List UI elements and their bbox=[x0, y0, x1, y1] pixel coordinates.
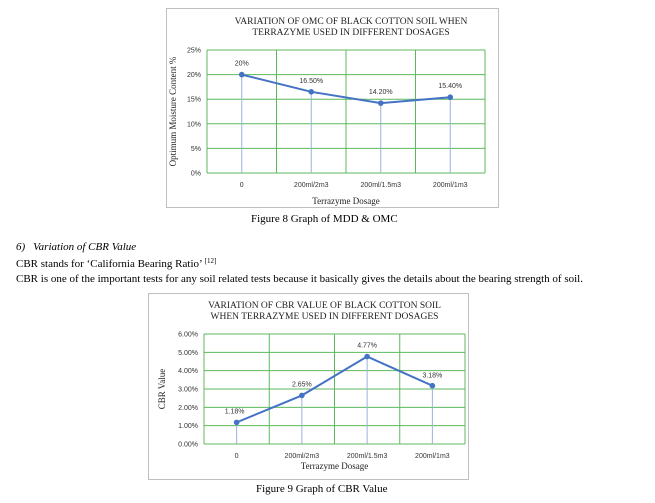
y-tick-label: 20% bbox=[187, 72, 201, 79]
data-label: 15.40% bbox=[438, 83, 462, 90]
omc-chart: VARIATION OF OMC OF BLACK COTTON SOIL WH… bbox=[166, 8, 499, 208]
data-point bbox=[308, 89, 315, 95]
data-label: 1.18% bbox=[225, 408, 245, 415]
x-tick-label: 0 bbox=[240, 182, 244, 189]
data-point bbox=[238, 71, 245, 78]
data-label: 16.50% bbox=[299, 78, 323, 85]
cbr-importance-text: CBR is one of the important tests for an… bbox=[16, 273, 583, 285]
y-tick-label: 3.00% bbox=[178, 387, 198, 394]
cbr-chart-svg: VARIATION OF CBR VALUE OF BLACK COTTON S… bbox=[157, 301, 466, 471]
x-tick-label: 200ml/2m3 bbox=[294, 182, 329, 189]
data-label: 14.20% bbox=[369, 89, 393, 96]
data-point bbox=[377, 100, 384, 106]
section-number: 6) bbox=[16, 241, 26, 253]
section-heading: 6) Variation of CBR Value bbox=[16, 241, 136, 253]
citation: [12] bbox=[204, 257, 217, 265]
x-tick-label: 200ml/2m3 bbox=[285, 453, 320, 460]
y-tick-label: 15% bbox=[187, 97, 201, 104]
x-axis-title: Terrazyme Dosage bbox=[312, 196, 380, 206]
y-tick-label: 5.00% bbox=[178, 350, 198, 357]
y-tick-label: 10% bbox=[187, 121, 201, 128]
x-tick-label: 0 bbox=[235, 453, 239, 460]
data-label: 20% bbox=[235, 61, 249, 68]
series-line bbox=[236, 355, 433, 424]
cbr-definition: CBR stands for ‘California Bearing Ratio… bbox=[16, 257, 216, 270]
data-point bbox=[233, 419, 240, 426]
data-label: 3.18% bbox=[422, 373, 442, 380]
series-line bbox=[241, 73, 451, 105]
x-tick-label: 200ml/1.5m3 bbox=[347, 453, 388, 460]
y-tick-label: 4.00% bbox=[178, 368, 198, 375]
data-point bbox=[447, 94, 454, 101]
chart-title-line: WHEN TERRAZYME USED IN DIFFERENT DOSAGES bbox=[211, 312, 439, 322]
data-label: 4.77% bbox=[357, 343, 377, 350]
x-tick-label: 200ml/1m3 bbox=[415, 453, 450, 460]
figure-8-caption: Figure 8 Graph of MDD & OMC bbox=[251, 213, 398, 225]
y-tick-label: 5% bbox=[191, 146, 201, 153]
omc-chart-svg: VARIATION OF OMC OF BLACK COTTON SOIL WH… bbox=[168, 17, 486, 206]
x-axis-title: Terrazyme Dosage bbox=[301, 461, 369, 471]
section-title: Variation of CBR Value bbox=[33, 241, 137, 253]
y-tick-label: 6.00% bbox=[178, 332, 198, 339]
chart-title-line: VARIATION OF CBR VALUE OF BLACK COTTON S… bbox=[208, 301, 441, 311]
data-point bbox=[299, 392, 305, 399]
data-label: 2.65% bbox=[292, 381, 312, 388]
chart-title-line: VARIATION OF OMC OF BLACK COTTON SOIL WH… bbox=[235, 17, 468, 27]
figure-9-caption: Figure 9 Graph of CBR Value bbox=[256, 483, 388, 495]
data-point bbox=[364, 353, 370, 360]
chart-title-line: TERRAZYME USED IN DIFFERENT DOSAGES bbox=[252, 28, 449, 38]
y-tick-label: 25% bbox=[187, 48, 201, 55]
x-tick-label: 200ml/1.5m3 bbox=[361, 182, 402, 189]
y-axis-title: Optimum Moisture Content % bbox=[168, 56, 178, 166]
y-tick-label: 2.00% bbox=[178, 405, 198, 412]
y-axis-title: CBR Value bbox=[157, 369, 167, 410]
x-tick-label: 200ml/1m3 bbox=[433, 182, 468, 189]
data-point bbox=[429, 382, 436, 389]
y-tick-label: 0.00% bbox=[178, 442, 198, 449]
y-tick-label: 1.00% bbox=[178, 423, 198, 430]
cbr-definition-text: CBR stands for ‘California Bearing Ratio… bbox=[16, 258, 203, 270]
cbr-chart: VARIATION OF CBR VALUE OF BLACK COTTON S… bbox=[148, 293, 469, 480]
y-tick-label: 0% bbox=[191, 171, 201, 178]
